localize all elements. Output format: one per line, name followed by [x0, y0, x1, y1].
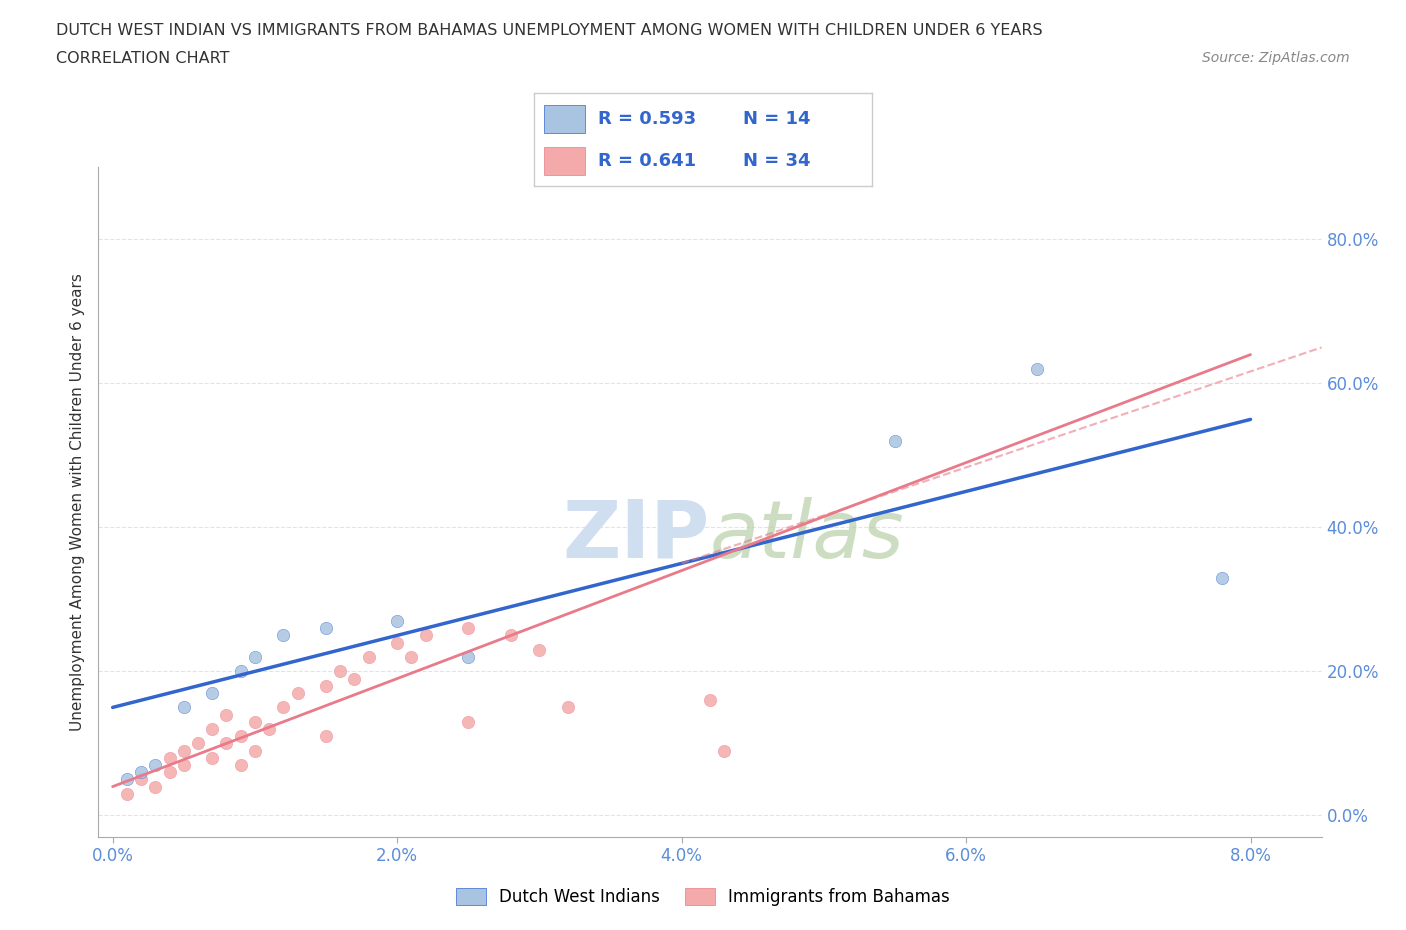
Point	[215, 736, 238, 751]
Point	[315, 678, 337, 693]
Point	[187, 736, 209, 751]
Point	[457, 714, 479, 729]
Point	[273, 628, 295, 643]
Point	[143, 758, 166, 773]
Text: R = 0.593: R = 0.593	[599, 110, 696, 128]
Point	[257, 722, 280, 737]
FancyBboxPatch shape	[544, 147, 585, 175]
Point	[287, 685, 309, 700]
Legend: Dutch West Indians, Immigrants from Bahamas: Dutch West Indians, Immigrants from Baha…	[449, 881, 957, 912]
Point	[713, 743, 735, 758]
Point	[699, 693, 721, 708]
Point	[243, 743, 266, 758]
Point	[1026, 362, 1049, 377]
Point	[1211, 570, 1233, 585]
Text: atlas: atlas	[710, 497, 905, 575]
Point	[215, 707, 238, 722]
FancyBboxPatch shape	[544, 105, 585, 133]
Text: DUTCH WEST INDIAN VS IMMIGRANTS FROM BAHAMAS UNEMPLOYMENT AMONG WOMEN WITH CHILD: DUTCH WEST INDIAN VS IMMIGRANTS FROM BAH…	[56, 23, 1043, 38]
Point	[229, 729, 252, 744]
Point	[243, 649, 266, 664]
Point	[329, 664, 352, 679]
Point	[457, 649, 479, 664]
Point	[343, 671, 366, 686]
Point	[229, 758, 252, 773]
Point	[243, 714, 266, 729]
Point	[529, 643, 551, 658]
Point	[315, 729, 337, 744]
Point	[315, 620, 337, 635]
Point	[173, 743, 195, 758]
Point	[557, 700, 579, 715]
Point	[201, 751, 224, 765]
Text: CORRELATION CHART: CORRELATION CHART	[56, 51, 229, 66]
Point	[159, 751, 181, 765]
Text: R = 0.641: R = 0.641	[599, 152, 696, 170]
Text: Source: ZipAtlas.com: Source: ZipAtlas.com	[1202, 51, 1350, 65]
Y-axis label: Unemployment Among Women with Children Under 6 years: Unemployment Among Women with Children U…	[69, 273, 84, 731]
Point	[385, 614, 408, 629]
Point	[115, 787, 138, 802]
Point	[115, 772, 138, 787]
Point	[385, 635, 408, 650]
Point	[401, 649, 423, 664]
Point	[173, 758, 195, 773]
Text: N = 14: N = 14	[744, 110, 811, 128]
Point	[457, 620, 479, 635]
Point	[173, 700, 195, 715]
Point	[884, 433, 907, 448]
Point	[201, 722, 224, 737]
Point	[143, 779, 166, 794]
Text: N = 34: N = 34	[744, 152, 811, 170]
Point	[415, 628, 437, 643]
Point	[129, 772, 152, 787]
Point	[159, 764, 181, 779]
Point	[273, 700, 295, 715]
Point	[201, 685, 224, 700]
Point	[357, 649, 380, 664]
Point	[499, 628, 522, 643]
Point	[129, 764, 152, 779]
Text: ZIP: ZIP	[562, 497, 710, 575]
Point	[229, 664, 252, 679]
